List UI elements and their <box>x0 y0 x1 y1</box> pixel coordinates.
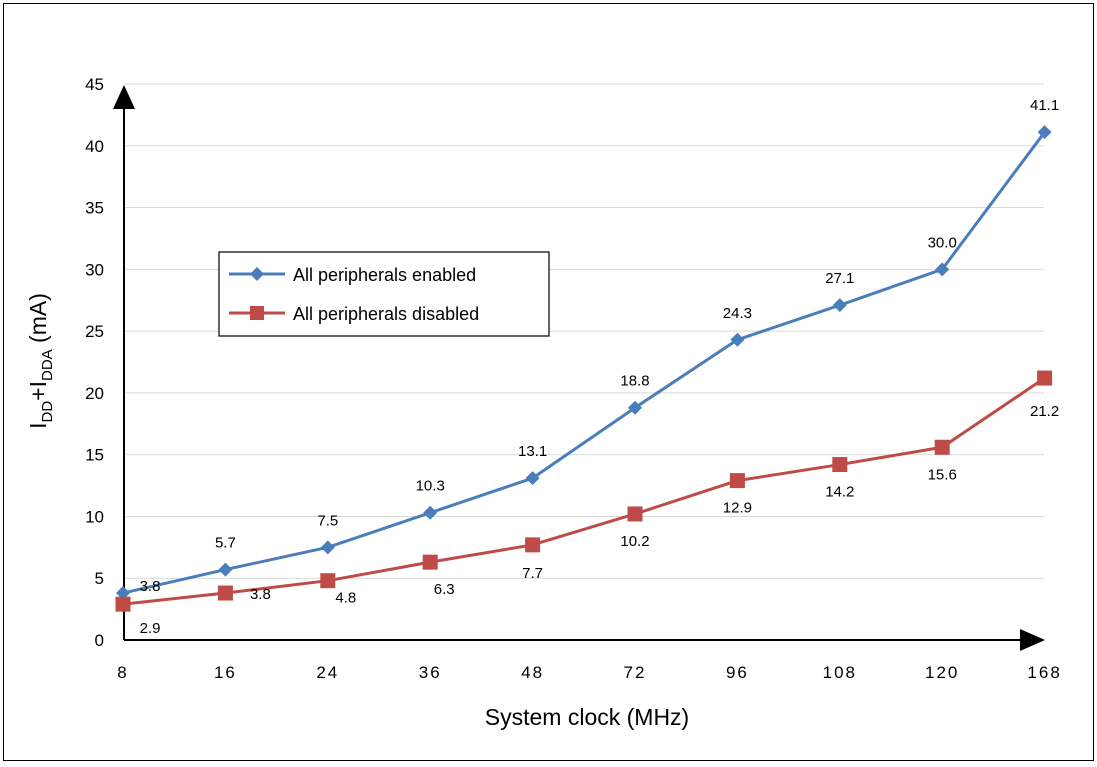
y-tick-label: 20 <box>85 384 104 403</box>
legend-label-enabled: All peripherals enabled <box>293 265 476 285</box>
y-axis-title: IDD+IDDA (mA) <box>25 293 56 429</box>
chart-frame: 0 5 10 15 20 25 30 35 40 45 8 16 24 36 48 72 96 108 120 16… <box>3 3 1094 761</box>
data-label-disabled: 7.7 <box>522 565 543 582</box>
x-tick-label: 36 <box>419 663 442 682</box>
series-group <box>115 125 1053 612</box>
data-label-disabled: 4.8 <box>335 590 356 607</box>
data-label-disabled: 10.2 <box>620 533 649 550</box>
y-tick-label: 10 <box>85 507 104 526</box>
series-line-disabled <box>122 376 1046 606</box>
data-point-enabled <box>730 332 745 347</box>
data-point-disabled <box>525 537 541 553</box>
x-tick-label: 72 <box>624 663 647 682</box>
data-point-enabled <box>525 471 540 486</box>
y-axis-arrow <box>113 85 135 109</box>
legend-marker-disabled <box>250 306 264 320</box>
y-axis-title-unit: (mA) <box>25 293 51 349</box>
x-tick-label: 96 <box>726 663 749 682</box>
series-line-enabled <box>122 131 1046 595</box>
data-label-disabled: 21.2 <box>1030 403 1059 420</box>
x-tick-label: 108 <box>823 663 857 682</box>
y-tick-label: 30 <box>85 260 104 279</box>
x-axis-arrow <box>1020 629 1045 651</box>
y-tick-label: 5 <box>95 569 104 588</box>
data-point-disabled <box>627 506 643 522</box>
y-axis-title-sub-dda: DDA <box>39 349 56 381</box>
legend-item-enabled: All peripherals enabled <box>229 265 476 285</box>
data-point-disabled <box>115 596 131 612</box>
x-tick-label: 16 <box>214 663 237 682</box>
data-label-disabled: 15.6 <box>928 466 957 483</box>
data-point-disabled <box>217 585 233 601</box>
axes <box>113 85 1045 651</box>
data-label-enabled: 10.3 <box>416 478 445 495</box>
x-tick-labels: 8 16 24 36 48 72 96 108 120 168 <box>117 663 1061 682</box>
x-tick-label: 120 <box>925 663 959 682</box>
y-axis-title-sub-dd: DD <box>39 401 56 423</box>
y-tick-label: 45 <box>85 75 104 94</box>
data-label-enabled: 13.1 <box>518 443 547 460</box>
data-label-enabled: 27.1 <box>825 270 854 287</box>
data-label-disabled: 3.8 <box>250 586 271 603</box>
legend-label-disabled: All peripherals disabled <box>293 304 479 324</box>
data-label-enabled: 30.0 <box>928 234 957 251</box>
data-point-enabled <box>116 586 130 601</box>
y-tick-label: 25 <box>85 322 104 341</box>
data-point-enabled <box>320 540 335 555</box>
x-axis-title: System clock (MHz) <box>485 704 689 730</box>
data-label-enabled: 5.7 <box>215 535 236 552</box>
data-point-enabled <box>218 562 233 577</box>
legend-box <box>218 251 550 337</box>
x-tick-label: 24 <box>316 663 339 682</box>
data-point-enabled <box>832 298 847 313</box>
line-chart: 0 5 10 15 20 25 30 35 40 45 8 16 24 36 48 72 96 108 120 16… <box>25 75 1061 730</box>
x-tick-label: 48 <box>521 663 544 682</box>
y-tick-label: 0 <box>95 631 104 650</box>
data-label-disabled: 12.9 <box>723 500 752 517</box>
data-point-enabled <box>628 400 642 415</box>
data-point-disabled <box>934 439 950 455</box>
data-point-disabled <box>832 457 848 473</box>
y-tick-label: 40 <box>85 137 104 156</box>
data-label-disabled: 2.9 <box>140 620 161 637</box>
y-axis-title-i: I <box>25 423 51 429</box>
data-point-enabled <box>935 262 950 277</box>
legend-item-disabled: All peripherals disabled <box>229 304 479 324</box>
x-tick-label: 168 <box>1027 663 1061 682</box>
y-tick-labels: 0 5 10 15 20 25 30 35 40 45 <box>85 75 104 650</box>
data-label-enabled: 3.8 <box>140 578 161 595</box>
data-point-enabled <box>423 505 438 520</box>
data-label-enabled: 7.5 <box>317 512 338 529</box>
y-tick-label: 35 <box>85 199 104 218</box>
legend: All peripherals enabled All peripherals … <box>218 251 550 337</box>
y-axis-title-plus-i: +I <box>25 381 51 401</box>
y-tick-label: 15 <box>85 446 104 465</box>
data-point-disabled <box>320 573 336 589</box>
data-label-enabled: 24.3 <box>723 305 752 322</box>
data-label-disabled: 6.3 <box>434 581 455 598</box>
data-point-disabled <box>1037 370 1053 386</box>
data-label-disabled: 14.2 <box>825 484 854 501</box>
legend-marker-enabled <box>250 267 264 281</box>
data-labels: 3.8 5.7 7.5 10.3 13.1 18.8 24.3 27.1 30.0 41.1 2.9… <box>140 97 1060 637</box>
data-point-disabled <box>729 473 745 489</box>
data-label-enabled: 41.1 <box>1030 97 1059 114</box>
data-label-enabled: 18.8 <box>620 373 649 390</box>
x-tick-label: 8 <box>117 663 128 682</box>
data-point-disabled <box>422 554 438 570</box>
